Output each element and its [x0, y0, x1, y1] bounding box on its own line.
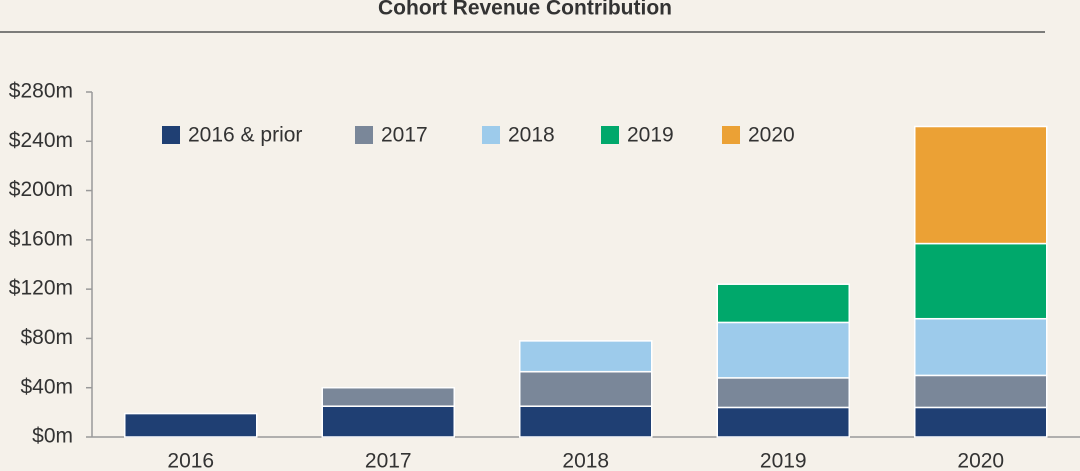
- bar-segment: [321, 386, 455, 407]
- legend-label: 2016 & prior: [188, 124, 302, 147]
- bar-segment: [914, 125, 1048, 245]
- bar-segment: [914, 317, 1048, 377]
- legend-swatch: [722, 126, 740, 144]
- bar-segment: [519, 405, 653, 438]
- y-tick-label: $280m: [9, 80, 73, 103]
- y-tick-label: $80m: [20, 326, 73, 349]
- y-tick-label: $0m: [32, 425, 73, 448]
- y-tick-label: $200m: [9, 178, 73, 201]
- y-tick-label: $240m: [9, 129, 73, 152]
- legend-label: 2020: [748, 124, 795, 147]
- x-tick-label: 2016: [167, 450, 214, 471]
- legend-swatch: [482, 126, 500, 144]
- chart-title: Cohort Revenue Contribution: [378, 0, 672, 20]
- bar-segment: [914, 242, 1048, 320]
- y-tick-label: $120m: [9, 277, 73, 300]
- bar-segment: [519, 370, 653, 407]
- bar-segment: [519, 340, 653, 373]
- bar-segment: [321, 405, 455, 438]
- legend-label: 2019: [627, 124, 674, 147]
- x-tick-label: 2017: [365, 450, 412, 471]
- x-tick-label: 2020: [957, 450, 1004, 471]
- x-tick-label: 2018: [562, 450, 609, 471]
- legend-swatch: [601, 126, 619, 144]
- bar-segment: [124, 412, 258, 438]
- legend-swatch: [355, 126, 373, 144]
- bar-segment: [716, 377, 850, 409]
- y-tick-label: $160m: [9, 227, 73, 250]
- legend-label: 2018: [508, 124, 555, 147]
- bar-segment: [914, 406, 1048, 438]
- legend-label: 2017: [381, 124, 428, 147]
- legend-swatch: [162, 126, 180, 144]
- bar-segment: [914, 374, 1048, 409]
- bar-segment: [716, 321, 850, 379]
- x-tick-label: 2019: [760, 450, 807, 471]
- bar-segment: [716, 406, 850, 438]
- y-tick-label: $40m: [20, 375, 73, 398]
- bar-segment: [716, 283, 850, 324]
